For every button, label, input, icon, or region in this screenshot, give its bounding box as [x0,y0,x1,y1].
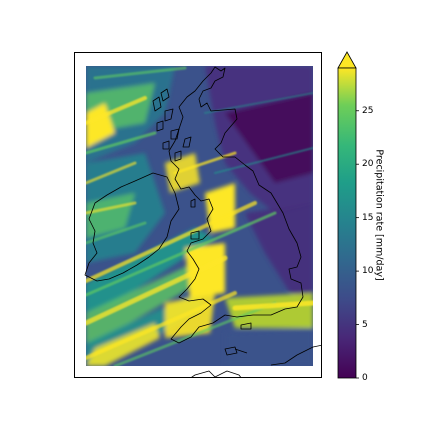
colorbar-tick-label: 25 [362,105,374,116]
precip-field [86,66,313,366]
colorbar [337,51,359,379]
colorbar-extend-arrow [337,51,357,69]
colorbar-tick-label: 20 [362,159,374,170]
colorbar-tick-label: 0 [362,373,368,383]
colorbar-tick-label: 10 [362,266,374,277]
colorbar-label: Precipitation rate [mm/day] [373,149,385,281]
colorbar-tick-label: 5 [362,319,368,330]
colorbar-gradient [337,67,357,379]
colorbar-graphic [337,51,359,379]
coastlines [84,66,321,377]
map-panel [74,52,322,378]
colorbar-tick-label: 15 [362,212,374,223]
precipitation-map [84,66,321,377]
colorbar-ticks [356,110,359,379]
